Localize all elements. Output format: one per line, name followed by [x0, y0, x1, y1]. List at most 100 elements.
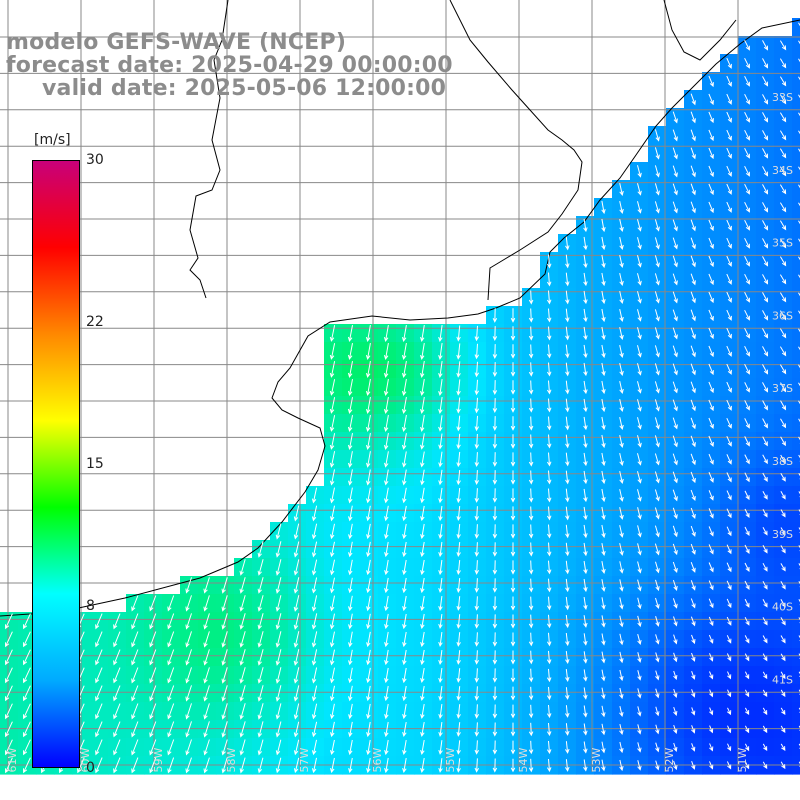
- wind-vector: [583, 741, 588, 754]
- longitude-label: 59W: [152, 747, 165, 772]
- wind-vector: [420, 668, 425, 683]
- wind-vector: [149, 631, 157, 648]
- wind-vector: [131, 685, 139, 702]
- wind-vector: [708, 399, 714, 412]
- wind-vector: [690, 93, 696, 106]
- wind-vector: [672, 543, 678, 556]
- wind-vector: [528, 344, 534, 359]
- wind-vector: [762, 238, 769, 249]
- wind-vector: [655, 760, 660, 771]
- wind-vector: [564, 723, 570, 736]
- wind-vector: [365, 361, 371, 378]
- wind-vector: [654, 291, 660, 304]
- wind-vector: [798, 166, 800, 174]
- wind-vector: [546, 524, 552, 539]
- wind-vector: [798, 112, 800, 120]
- wind-vector: [402, 667, 407, 684]
- wind-vector: [131, 739, 139, 756]
- coastline-river: [189, 59, 221, 299]
- wind-vector: [690, 381, 696, 394]
- wind-vector: [131, 721, 139, 738]
- wind-vector: [780, 725, 786, 734]
- map-title-model: modelo GEFS-WAVE (NCEP): [6, 30, 347, 55]
- wind-vector: [690, 399, 696, 412]
- wind-vector: [401, 379, 407, 396]
- wind-vector: [726, 435, 732, 447]
- wind-vector: [779, 166, 787, 177]
- wind-vector: [654, 543, 660, 556]
- wind-vector: [672, 453, 678, 466]
- wind-vector: [528, 416, 534, 431]
- wind-vector: [347, 325, 353, 342]
- wind-vector: [113, 685, 121, 702]
- wind-vector: [203, 685, 210, 702]
- wind-vector: [5, 613, 13, 630]
- wind-vector: [23, 721, 31, 738]
- wind-vector: [655, 688, 660, 699]
- wind-vector: [655, 652, 660, 663]
- colorbar-tick: 22: [86, 314, 104, 331]
- wind-vector: [510, 578, 516, 593]
- wind-vector: [546, 758, 552, 773]
- wind-vector: [601, 290, 606, 305]
- wind-vector: [456, 668, 461, 683]
- wind-vector: [330, 685, 335, 702]
- coastline: [0, 0, 800, 617]
- wind-vector: [402, 577, 407, 594]
- wind-vector: [762, 490, 768, 500]
- wind-vector: [565, 452, 570, 467]
- wind-vector: [672, 561, 678, 574]
- wind-vector: [690, 345, 696, 358]
- wind-vector: [744, 273, 750, 285]
- wind-vector: [456, 397, 461, 414]
- wind-vector: [583, 687, 588, 700]
- wind-vector: [221, 577, 228, 594]
- wind-vector: [619, 200, 624, 214]
- wind-vector: [474, 325, 480, 342]
- wind-vector: [77, 757, 85, 774]
- wind-vector: [348, 703, 353, 720]
- wind-vector: [438, 559, 443, 576]
- wind-vector: [726, 544, 732, 555]
- wind-vector: [654, 183, 660, 196]
- wind-vector: [275, 631, 282, 648]
- wind-vector: [565, 308, 570, 323]
- wind-vector: [709, 689, 714, 698]
- longitude-labels: 61W 60W 59W 58W 57W 56W 55W 54W 53W 52W 51W: [6, 747, 749, 772]
- wind-vector: [221, 703, 228, 720]
- wind-vector: [456, 379, 461, 396]
- wind-vector: [456, 560, 461, 576]
- wind-vector: [672, 345, 678, 358]
- wind-vector: [672, 471, 678, 484]
- wind-vector: [637, 435, 642, 448]
- wind-vector: [330, 667, 335, 684]
- wind-vector: [708, 75, 714, 88]
- longitude-label: 52W: [663, 747, 676, 772]
- wind-vector: [329, 469, 335, 486]
- wind-vector: [798, 58, 800, 66]
- wind-vector: [762, 635, 768, 644]
- wind-vector: [708, 111, 714, 124]
- wind-vector: [275, 703, 282, 720]
- wind-vector: [619, 705, 624, 717]
- wind-vector: [167, 685, 175, 702]
- wind-vector: [365, 433, 371, 450]
- wind-vector: [637, 201, 642, 214]
- wind-vector: [708, 147, 714, 160]
- wind-vector: [384, 703, 389, 720]
- wind-vector: [420, 433, 425, 450]
- wind-vector: [474, 452, 480, 467]
- wind-vector: [131, 613, 139, 630]
- wind-vector: [293, 703, 300, 720]
- wind-vector: [780, 617, 786, 626]
- wind-vector: [708, 544, 714, 555]
- wind-vector: [5, 703, 13, 720]
- wind-vector: [23, 685, 31, 702]
- wind-vector: [654, 237, 660, 250]
- wind-vector: [401, 433, 407, 450]
- wind-vector: [619, 759, 624, 772]
- wind-vector: [779, 238, 787, 249]
- wind-vector: [365, 379, 371, 396]
- wind-vector: [655, 561, 660, 574]
- wind-vector: [275, 613, 282, 630]
